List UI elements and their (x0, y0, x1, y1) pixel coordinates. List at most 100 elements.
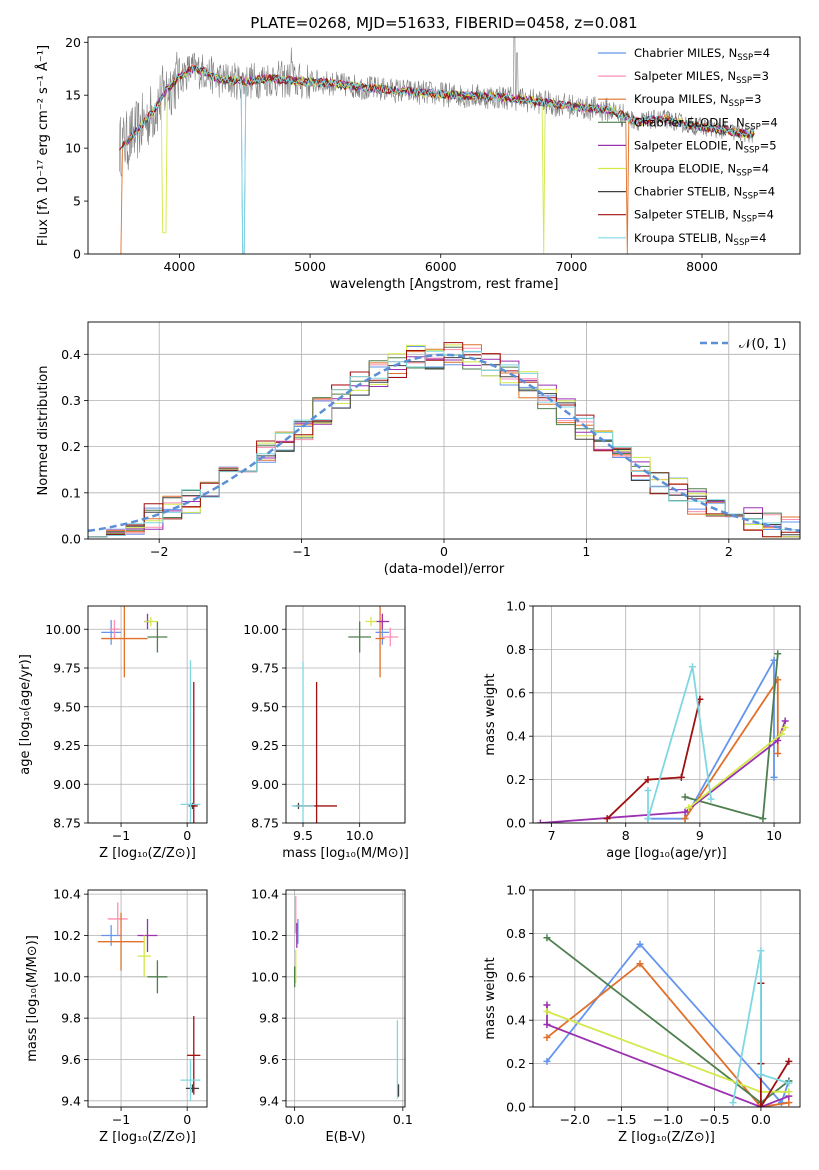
y-axis-label: mass weight (483, 957, 498, 1039)
legend: Chabrier MILES, NSSP=4 Salpeter MILES, NS… (598, 46, 778, 248)
weight-marker (681, 793, 689, 801)
weight_vs_age-frame (532, 605, 801, 824)
y-axis-label: Normed distribution (36, 366, 51, 496)
y-tick-label: 0.2 (61, 439, 81, 454)
weight-marker (636, 960, 644, 968)
weight-marker (685, 804, 693, 812)
y-axis-label: age [log₁₀(age/yr)] (18, 654, 33, 775)
y-tick-label: 9.6 (259, 1052, 279, 1067)
y-tick-label: 9.75 (53, 661, 81, 676)
y-tick-label: 15 (65, 88, 81, 103)
age_vs_Z-plot (101, 606, 201, 823)
x-tick-label: 4000 (164, 259, 196, 274)
y-tick-label: 0.4 (61, 347, 81, 362)
weight-marker (785, 1079, 793, 1087)
weight-marker (785, 1088, 793, 1096)
x-tick-label: 2 (725, 544, 733, 559)
y-tick-label: 9.25 (251, 738, 279, 753)
weight-marker (781, 717, 789, 725)
spectrum-plot (119, 37, 755, 254)
y-tick-label: 9.8 (61, 1011, 81, 1026)
x-tick-label: 7000 (555, 259, 587, 274)
age_vs_Z-axes: −1 0 8.75 9.00 9.25 9.50 9.75 10.00 Z [log₁₀(Z/Z… (18, 605, 208, 861)
mass_vs_ebv-axes: 0.0 0.1 9.4 9.6 9.8 10.0 10.2 10.4 E(B-V) (251, 887, 413, 1145)
y-tick-label: 1.0 (506, 883, 526, 898)
weight-marker (688, 663, 696, 671)
residuals-plot (88, 342, 800, 538)
x-tick-label: 0.0 (285, 1112, 305, 1127)
legend-label: Chabrier MILES, NSSP=4 (634, 46, 770, 63)
weight-marker (757, 1103, 765, 1107)
weight-marker (757, 947, 765, 955)
y-tick-label: 0.0 (506, 816, 526, 831)
x-tick-label: 0.1 (393, 1112, 413, 1127)
y-tick-label: 10.00 (45, 622, 81, 637)
weight-marker (644, 776, 652, 784)
y-tick-label: 20 (65, 35, 81, 50)
y-tick-label: 0.0 (61, 532, 81, 547)
y-tick-label: 0.1 (61, 485, 81, 500)
y-tick-label: 9.6 (61, 1052, 81, 1067)
weight-marker (757, 1070, 765, 1078)
y-tick-label: 0.6 (506, 969, 526, 984)
y-tick-label: 10 (65, 141, 81, 156)
weight-marker (781, 724, 789, 732)
y-tick-label: 8.75 (251, 816, 279, 831)
y-tick-label: 10.2 (251, 928, 279, 943)
weight-marker (536, 819, 544, 823)
y-tick-label: 0.2 (506, 1056, 526, 1071)
x-tick-label: −1 (112, 828, 130, 843)
y-axis-label: mass [log₁₀(M/M⊙)] (25, 935, 40, 1062)
y-tick-label: 1.0 (506, 599, 526, 614)
weight-line (606, 699, 701, 820)
weight_vs_Z-axes: −2.0 −1.5 −1.0 −0.5 0.0 0.0 0.2 0.4 0.6 0.8 1.0 Z [… (483, 883, 801, 1145)
y-tick-label: 10.00 (243, 622, 279, 637)
x-tick-label: 9.5 (293, 828, 313, 843)
weight-marker (785, 1099, 793, 1107)
y-tick-label: 10.4 (251, 887, 279, 902)
x-tick-label: 0 (183, 828, 191, 843)
mass_vs_Z-frame (87, 889, 208, 1108)
legend-label: Kroupa ELODIE, NSSP=4 (634, 162, 769, 179)
weight-marker (636, 940, 644, 948)
weight-marker (681, 808, 689, 816)
legend-label: Kroupa STELIB, NSSP=4 (634, 231, 766, 248)
x-tick-label: 8000 (686, 259, 718, 274)
x-tick-label: −1.0 (653, 1112, 683, 1127)
weight-marker (774, 750, 782, 758)
x-axis-label: (data-model)/error (384, 562, 505, 577)
mass_vs_Z-axes: −1 0 9.4 9.6 9.8 10.0 10.2 10.4 Z [log₁₀(Z/Z⊙)] m… (25, 887, 208, 1145)
weight-marker (707, 795, 715, 803)
weight-line (760, 983, 790, 1107)
residual-histogram-8 (88, 350, 800, 538)
age_vs_Z-frame (87, 605, 208, 824)
x-tick-label: −2.0 (560, 1112, 590, 1127)
age_vs_mass-axes: 9.5 10.0 8.75 9.00 9.25 9.50 9.75 10.00 mass [lo… (243, 605, 409, 861)
weight_vs_age-grid (533, 605, 800, 824)
x-tick-label: −1 (292, 544, 310, 559)
weight-marker (543, 1057, 551, 1065)
x-tick-label: 0.0 (751, 1112, 771, 1127)
x-tick-label: 1 (582, 544, 590, 559)
weight-marker (785, 1057, 793, 1065)
mass_vs_Z-plot (97, 902, 201, 1101)
x-tick-label: 9 (696, 828, 704, 843)
spectrum-frame (87, 36, 801, 255)
observed-spectrum (119, 37, 755, 177)
y-tick-label: 0.2 (506, 772, 526, 787)
weight-marker (777, 730, 785, 738)
y-tick-label: 9.8 (259, 1011, 279, 1026)
x-tick-label: −2 (150, 544, 168, 559)
model-spectrum-8 (121, 64, 755, 254)
weight-marker (677, 773, 685, 781)
x-tick-label: −1.5 (606, 1112, 636, 1127)
weight-marker (543, 934, 551, 942)
weight_vs_Z-frame (532, 889, 801, 1108)
y-tick-label: 9.25 (53, 738, 81, 753)
x-tick-label: 10 (766, 828, 782, 843)
y-tick-label: 5 (73, 194, 81, 209)
weight-marker (644, 815, 652, 823)
mass_vs_ebv-grid (286, 890, 405, 1107)
y-tick-label: 9.00 (53, 777, 81, 792)
